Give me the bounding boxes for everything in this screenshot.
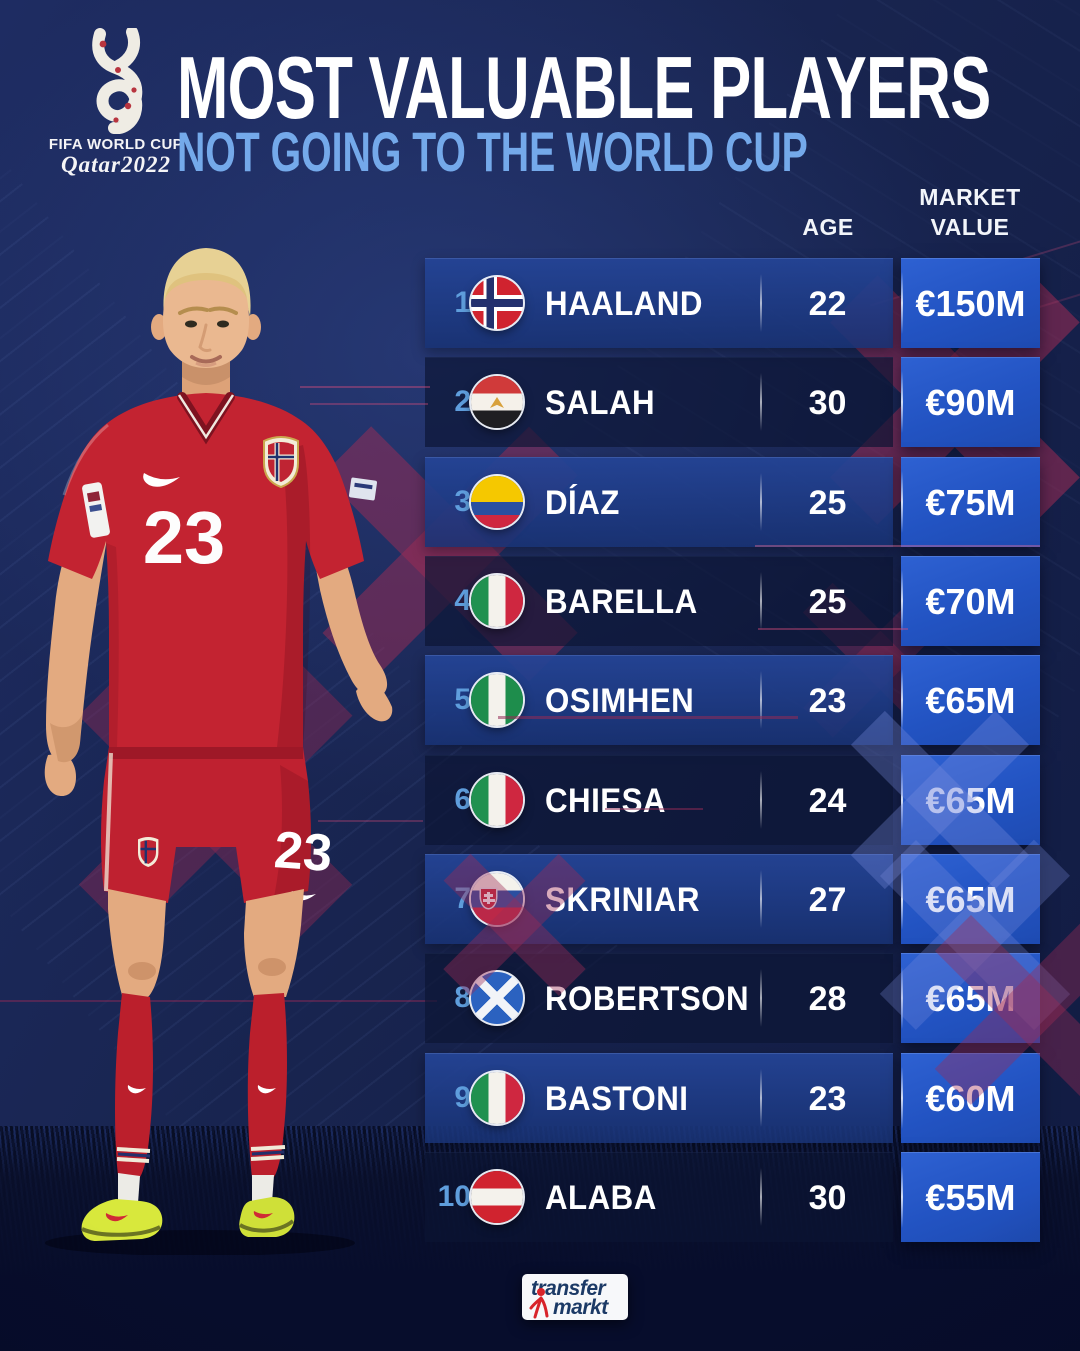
glitch-line — [310, 403, 428, 405]
age-value: 25 — [808, 484, 847, 522]
player-photo-haaland: 23 23 — [44, 248, 393, 1255]
flag-icon — [471, 376, 523, 428]
rank-label: 6 — [454, 783, 471, 816]
glitch-line — [755, 545, 1040, 547]
row-panel: 3 DÍAZ 25 — [425, 457, 893, 547]
row-panel: 10 ALABA 30 — [425, 1152, 893, 1242]
page-subtitle: NOT GOING TO THE WORLD CUP — [177, 120, 808, 183]
rank-label: 9 — [454, 1081, 471, 1114]
flag-icon — [471, 575, 523, 627]
table-row: 4 BARELLA 25 €70M — [425, 556, 1040, 646]
column-header-age: AGE — [802, 214, 854, 240]
glitch-line — [300, 386, 430, 388]
flag-icon — [471, 476, 523, 528]
age-value: 25 — [808, 583, 847, 621]
market-value-cell: €150M — [901, 258, 1040, 348]
market-value-cell: €90M — [901, 357, 1040, 447]
market-value-cell: €75M — [901, 457, 1040, 547]
row-panel: 2 SALAH 30 — [425, 357, 893, 447]
rank-label: 5 — [454, 683, 471, 716]
rank-label: 4 — [454, 584, 471, 617]
column-header-value: VALUE — [930, 214, 1010, 240]
flag-icon — [471, 774, 523, 826]
glitch-line — [498, 716, 798, 719]
flag-icon — [471, 1171, 523, 1223]
brand-word-markt: markt — [553, 1296, 608, 1319]
column-header-market-value: MARKET VALUE — [898, 182, 1042, 242]
player-name: SALAH — [545, 384, 656, 422]
age-value: 30 — [808, 384, 847, 422]
rank-label: 1 — [454, 286, 471, 319]
table-row: 3 DÍAZ 25 €75M — [425, 457, 1040, 547]
player-name: BASTONI — [545, 1080, 689, 1118]
table-row: 2 SALAH 30 €90M — [425, 357, 1040, 447]
player-name: BARELLA — [545, 583, 698, 621]
glitch-line — [318, 820, 423, 822]
glitch-line — [605, 808, 703, 810]
row-panel: 6 CHIESA 24 — [425, 755, 893, 845]
rank-label: 2 — [454, 385, 471, 418]
market-value-cell: €70M — [901, 556, 1040, 646]
transfermarkt-logo: transfer markt — [522, 1274, 628, 1320]
glitch-line — [758, 628, 908, 630]
player-name: OSIMHEN — [545, 682, 695, 720]
page-title: MOST VALUABLE PLAYERS — [177, 38, 991, 137]
rank-label: 3 — [454, 485, 471, 518]
flag-icon — [471, 277, 523, 329]
row-panel: 5 OSIMHEN 23 — [425, 655, 893, 745]
brand-player-icon — [529, 1288, 549, 1319]
age-value: 23 — [808, 1080, 847, 1118]
rank-label: 10 — [437, 1180, 471, 1213]
fifa-world-cup-logo: FIFA WORLD CUP Qatar2022 — [36, 28, 196, 178]
row-panel: 4 BARELLA 25 — [425, 556, 893, 646]
qatar-2022-wordmark: Qatar2022 — [61, 152, 171, 177]
player-name: DÍAZ — [545, 484, 620, 522]
player-name: HAALAND — [545, 285, 703, 323]
market-value-cell: €55M — [901, 1152, 1040, 1242]
player-name: ALABA — [545, 1179, 657, 1217]
jersey-number: 23 — [143, 496, 225, 579]
shorts-number: 23 — [272, 821, 334, 883]
table-row: 10 ALABA 30 €55M — [425, 1152, 1040, 1242]
qatar-2022-emblem-icon — [92, 28, 143, 134]
age-value: 22 — [808, 285, 847, 323]
column-header-market: MARKET — [919, 184, 1021, 210]
x-mark — [865, 725, 1015, 875]
age-value: 28 — [808, 980, 847, 1018]
fifa-world-cup-wordmark: FIFA WORLD CUP — [48, 136, 184, 153]
flag-icon — [471, 1072, 523, 1124]
row-panel: 1 HAALAND 22 — [425, 258, 893, 348]
x-mark — [455, 865, 575, 985]
age-value: 30 — [808, 1179, 847, 1217]
player-name: CHIESA — [545, 782, 666, 820]
x-mark — [950, 930, 1080, 1090]
row-panel: 9 BASTONI 23 — [425, 1053, 893, 1143]
table-row: 1 HAALAND 22 €150M — [425, 258, 1040, 348]
